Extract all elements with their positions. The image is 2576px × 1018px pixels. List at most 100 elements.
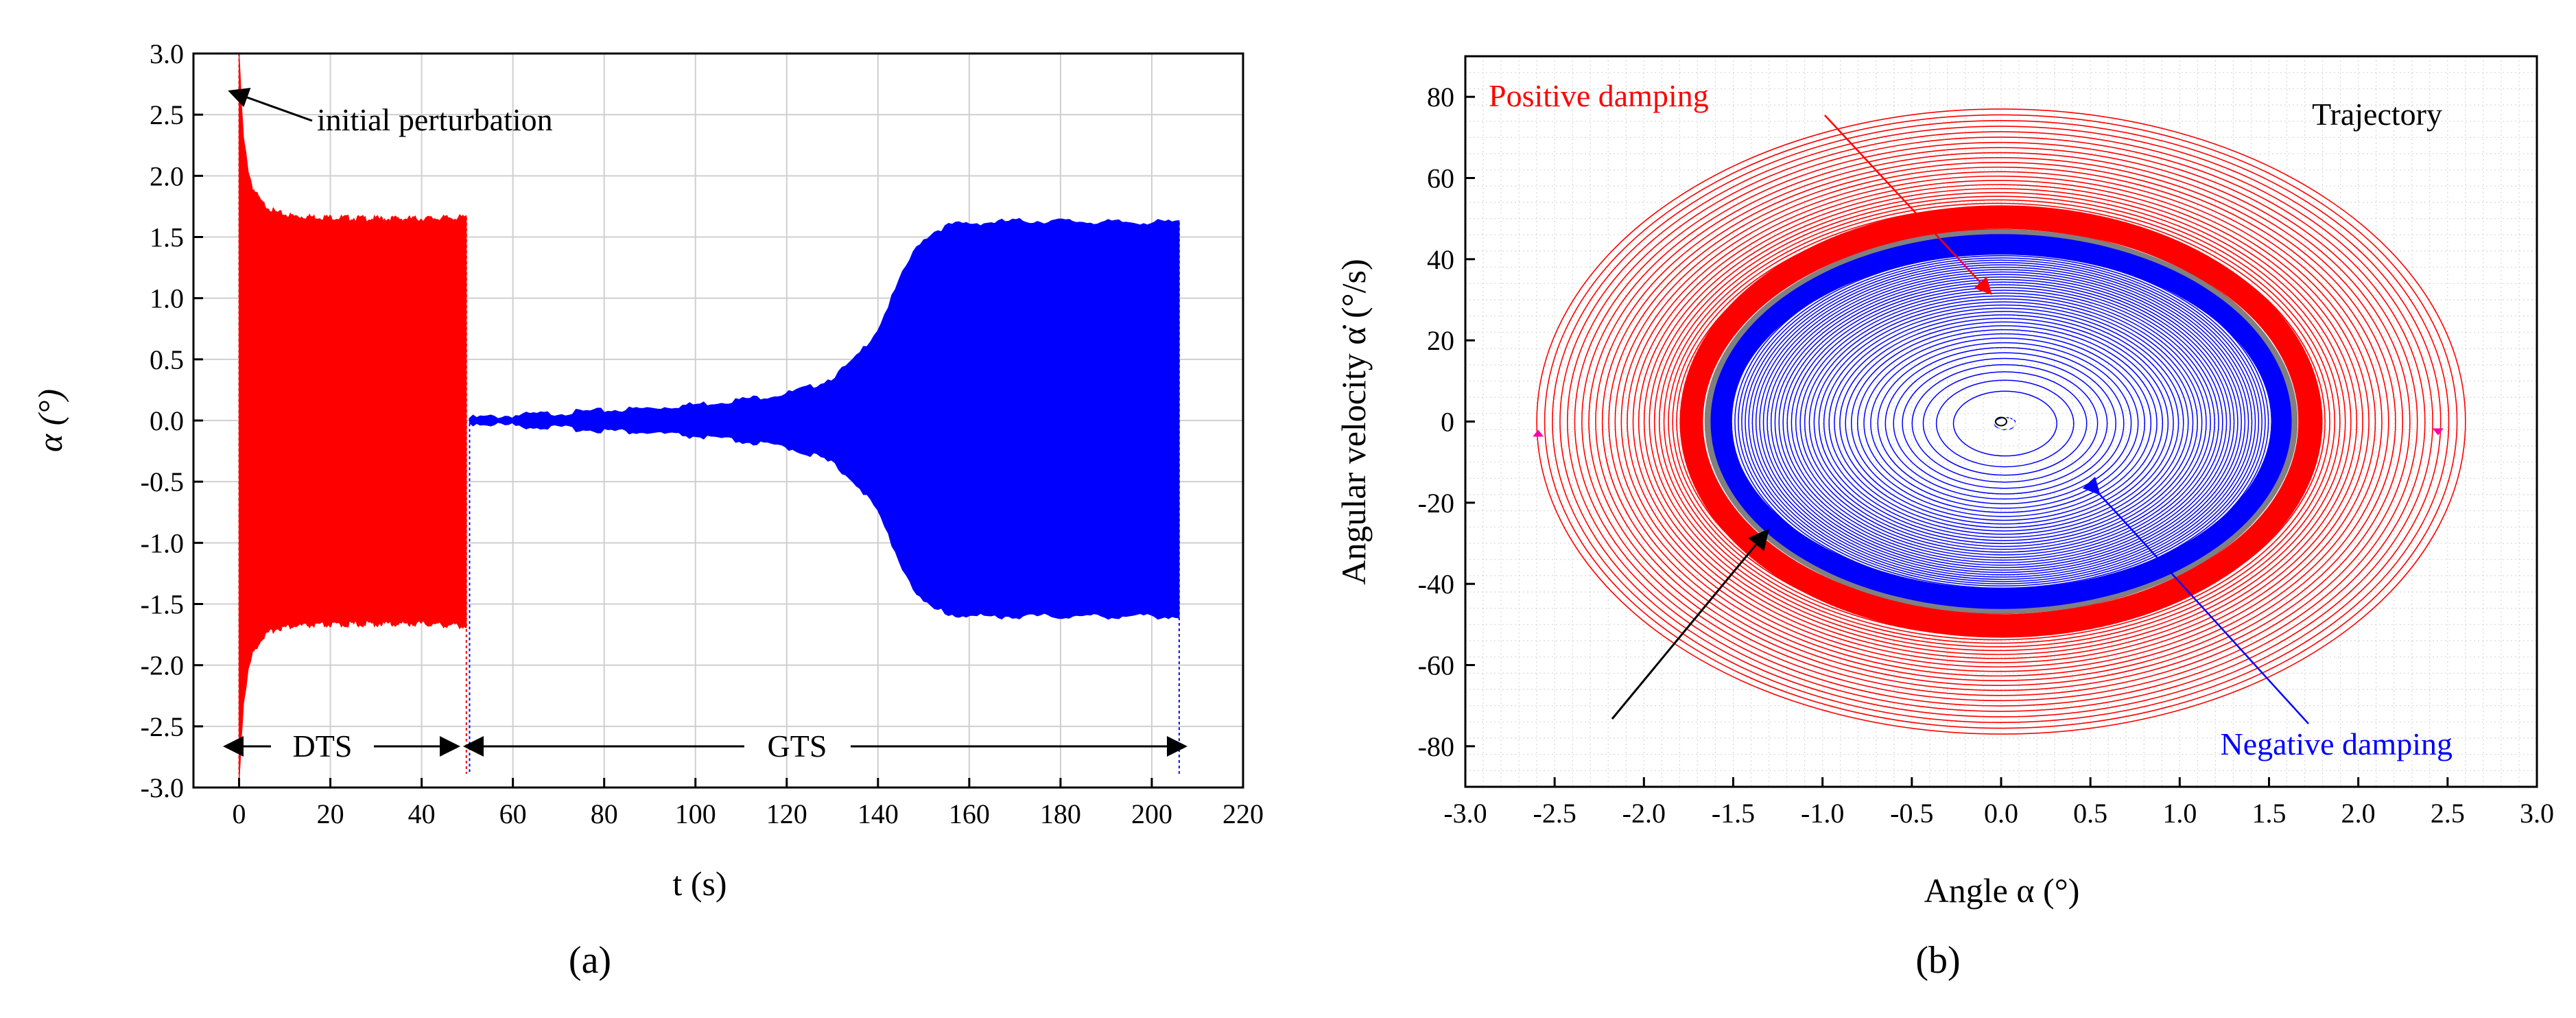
panel-b-data	[1533, 108, 2466, 735]
initial-orbit	[1991, 413, 2011, 430]
panel-b-caption: (b)	[1915, 939, 1960, 982]
negative-damping-orbit	[1828, 311, 2179, 535]
negative-damping-orbit	[1751, 261, 2253, 582]
negative-damping-orbit	[1893, 352, 2116, 495]
panel-b-x-tick-label: 1.5	[2252, 798, 2287, 829]
panel-b-y-tick-label: -40	[1418, 569, 1454, 600]
direction-down-marker	[2432, 428, 2444, 436]
negative-damping-orbit	[1813, 301, 2194, 545]
negative-damping-orbit	[1766, 271, 2238, 573]
negative-damping-orbit	[1782, 281, 2223, 564]
panel-a-x-label: t (s)	[672, 864, 726, 903]
panel-a-y-tick-label: -2.5	[141, 711, 184, 742]
panel-a-x-tick-label: 60	[499, 798, 527, 829]
negative-damping-orbit	[1808, 298, 2198, 547]
positive-damping-orbit	[1536, 108, 2466, 735]
panel-a-x-tick-label: 200	[1131, 798, 1172, 829]
positive-damping-orbit	[1574, 137, 2426, 707]
panel-a-x-tick-label: 120	[766, 798, 807, 829]
panel-a-y-tick-label: -0.5	[141, 466, 184, 497]
negative-damping-orbit	[1727, 246, 2276, 597]
negative-damping-orbit	[1791, 287, 2215, 558]
positive-damping-orbit	[1627, 175, 2370, 668]
negative-damping-orbit	[1762, 269, 2242, 576]
negative-damping-orbit	[1778, 279, 2228, 566]
positive-damping-orbit	[1588, 147, 2411, 696]
panel-a-y-tick-label: 3.0	[150, 38, 184, 69]
panel-a-y-tick-label: 1.0	[150, 283, 184, 314]
negative-damping-orbit	[1795, 289, 2211, 556]
negative-damping-label: Negative damping	[2220, 726, 2453, 761]
negative-damping-orbit	[1714, 238, 2288, 605]
negative-damping-orbit	[1738, 252, 2266, 591]
positive-damping-orbit	[1581, 141, 2418, 702]
positive-damping-orbit	[1544, 114, 2458, 729]
panel-a-x-tick-label: 140	[858, 798, 899, 829]
panel-b-x-tick-label: -0.5	[1890, 798, 1933, 829]
positive-damping-orbit	[1567, 131, 2433, 712]
positive-damping-orbit	[1620, 171, 2376, 672]
positive-damping-orbit	[1663, 202, 2330, 641]
negative-damping-orbit	[1786, 284, 2219, 561]
panel-b-y-tick-label: 80	[1427, 82, 1454, 113]
panel-b-y-tick-label: 0	[1441, 407, 1454, 438]
negative-damping-orbit	[1731, 248, 2273, 595]
panel-a-y-tick-label: -3.0	[141, 772, 184, 803]
panel-a-x-tick-label: 0	[233, 798, 246, 829]
negative-damping-orbit	[1741, 255, 2262, 589]
positive-damping-orbit	[1653, 196, 2341, 648]
negative-damping-orbit	[1804, 295, 2203, 550]
initial-orbit-core	[1995, 416, 2007, 427]
positive-damping-orbit	[1658, 199, 2336, 644]
panel-b-x-tick-label: 0.5	[2073, 798, 2107, 829]
panel-a-y-tick-label: 2.5	[150, 99, 184, 130]
panel-a-y-label: α (°)	[31, 389, 69, 452]
initial-orbit	[1988, 411, 2014, 432]
positive-damping-band	[1679, 205, 2323, 638]
panel-b-y-label: Angular velocity α̇ (°/s)	[1334, 259, 1373, 584]
panel-b-ticks: -3.0 -2.5 -2.0 -1.5 -1.0 -0.5 0.0 0.5 1.0 1.5 2.0 2…	[1418, 82, 2554, 829]
positive-damping-orbit	[1559, 126, 2442, 718]
initial-perturbation-arrow	[228, 87, 313, 122]
negative-damping-orbit	[1870, 338, 2139, 509]
panel-a-x-tick-label: 160	[949, 798, 990, 829]
panel-a-y-tick-label: 0.0	[150, 405, 184, 436]
negative-damping-orbit	[1839, 318, 2169, 528]
positive-damping-orbit	[1595, 152, 2404, 691]
negative-damping-orbit	[1884, 346, 2125, 500]
initial-perturbation-label: initial perturbation	[317, 102, 553, 137]
gts-label: GTS	[768, 729, 827, 764]
panel-b-x-tick-label: 0.0	[1984, 798, 2018, 829]
positive-damping-orbit	[1649, 191, 2346, 652]
panel-b-frame	[1464, 55, 2538, 788]
panel-b-x-tick-label: -1.5	[1712, 798, 1755, 829]
panel-b-y-tick-label: 60	[1427, 163, 1454, 194]
panel-a-x-tick-label: 100	[675, 798, 716, 829]
positive-damping-arrow	[1824, 115, 1992, 295]
positive-damping-orbit	[1632, 180, 2363, 663]
panel-b-x-tick-label: -1.0	[1801, 798, 1844, 829]
series-dts-envelope	[239, 54, 467, 782]
negative-damping-orbit	[1952, 390, 2058, 457]
panel-a-x-tick-label: 180	[1040, 798, 1081, 829]
initial-orbit	[1985, 409, 2017, 434]
panel-a-y-tick-label: -1.5	[141, 589, 184, 620]
negative-damping-orbit	[1759, 266, 2246, 578]
negative-damping-orbit	[1770, 274, 2235, 571]
panel-a-x-tick-label: 80	[591, 798, 618, 829]
negative-damping-orbit	[1935, 379, 2075, 468]
negative-damping-orbit	[1850, 325, 2158, 521]
direction-up-marker	[1533, 429, 1544, 437]
negative-damping-orbit	[1745, 257, 2260, 587]
panel-b-y-tick-label: -60	[1418, 650, 1454, 681]
negative-damping-orbit	[1799, 292, 2207, 553]
panel-b-x-tick-label: -3.0	[1443, 798, 1487, 829]
positive-damping-orbit	[1552, 120, 2450, 723]
negative-damping-orbit	[1911, 364, 2099, 483]
panel-b-x-tick-label: 1.0	[2162, 798, 2197, 829]
panel-a-y-tick-label: 1.5	[150, 222, 184, 253]
panel-a-x-tick-label: 20	[317, 798, 344, 829]
negative-damping-arrow	[2082, 476, 2309, 724]
panel-a-x-tick-label: 40	[408, 798, 436, 829]
panel-b-x-tick-label: -2.0	[1622, 798, 1666, 829]
